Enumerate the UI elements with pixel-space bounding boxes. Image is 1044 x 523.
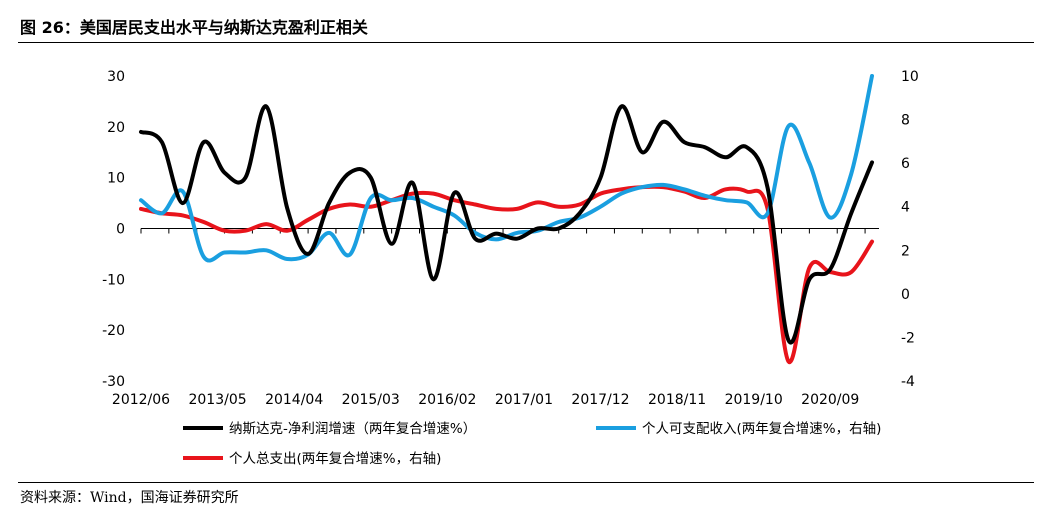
legend-label-3: 个人总支出(两年复合增速%，右轴)	[229, 450, 441, 467]
left-axis-tick-label: 30	[107, 69, 125, 85]
left-axis-tick-label: -30	[102, 374, 125, 390]
right-axis-tick-label: 4	[901, 200, 910, 216]
series-lines	[139, 74, 874, 364]
left-axis-tick-label: 20	[107, 120, 125, 136]
x-axis-tick-label: 2016/02	[418, 392, 476, 408]
left-axis-ticks: -30 -20 -10 0 10 20 30	[102, 69, 125, 390]
title-divider	[18, 42, 1034, 43]
right-axis-tick-label: 8	[901, 113, 910, 129]
footer-divider	[18, 482, 1034, 483]
legend-label-2: 个人可支配收入(两年复合增速%，右轴)	[642, 420, 881, 437]
left-axis-tick-label: -10	[102, 272, 125, 288]
right-axis-tick-label: -2	[901, 330, 915, 346]
x-axis-tick-label: 2018/11	[648, 392, 706, 408]
x-axis-ticks: 2012/06 2013/05 2014/04 2015/03 2016/02 2017/…	[112, 228, 866, 408]
x-axis-tick-label: 2015/03	[342, 392, 400, 408]
x-axis-tick-label: 2017/12	[571, 392, 629, 408]
right-axis-tick-label: -4	[901, 374, 915, 390]
series-line-3	[139, 184, 874, 364]
chart-legend: 纳斯达克-净利润增速（两年复合增速%） 个人可支配收入(两年复合增速%，右轴) 个人…	[183, 420, 881, 467]
series-line-2	[139, 74, 874, 263]
figure-title: 图 26：美国居民支出水平与纳斯达克盈利正相关	[20, 18, 368, 37]
x-axis-tick-label: 2013/05	[188, 392, 246, 408]
legend-label-1: 纳斯达克-净利润增速（两年复合增速%）	[229, 420, 476, 437]
x-axis-tick-label: 2019/10	[725, 392, 783, 408]
left-axis-tick-label: 10	[107, 171, 125, 187]
left-axis-tick-label: 0	[116, 222, 125, 238]
x-axis-tick-label: 2014/04	[265, 392, 323, 408]
x-axis-tick-label: 2012/06	[112, 392, 170, 408]
right-axis-tick-label: 6	[901, 156, 910, 172]
x-axis-tick-label: 2017/01	[495, 392, 553, 408]
right-axis-tick-label: 2	[901, 243, 910, 259]
right-axis-ticks: -4 -2 0 2 4 6 8 10	[901, 69, 919, 390]
source-note: 资料来源：Wind，国海证券研究所	[20, 490, 239, 506]
right-axis-tick-label: 10	[901, 69, 919, 85]
series-line-1	[139, 104, 874, 345]
left-axis-tick-label: -20	[102, 323, 125, 339]
right-axis-tick-label: 0	[901, 287, 910, 303]
x-axis-tick-label: 2020/09	[801, 392, 859, 408]
